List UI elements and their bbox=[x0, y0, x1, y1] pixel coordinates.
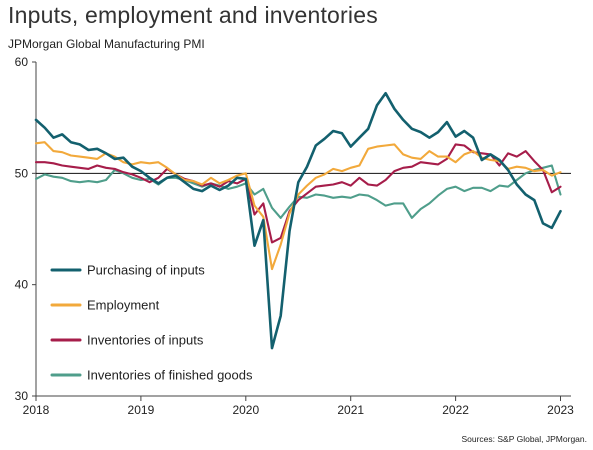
y-tick-label: 50 bbox=[15, 166, 29, 180]
x-tick-label: 2020 bbox=[232, 403, 259, 417]
x-tick-label: 2021 bbox=[337, 403, 364, 417]
series-line-employment bbox=[34, 141, 562, 271]
chart-title: Inputs, employment and inventories bbox=[8, 2, 378, 28]
y-tick-label: 60 bbox=[15, 55, 29, 69]
legend-label-purchasing-of-inputs: Purchasing of inputs bbox=[87, 263, 205, 278]
chart-series bbox=[34, 91, 562, 350]
x-tick-label: 2023 bbox=[547, 403, 574, 417]
legend-label-inventories-of-finished-goods: Inventories of finished goods bbox=[87, 368, 253, 383]
legend-label-inventories-of-inputs: Inventories of inputs bbox=[87, 333, 204, 348]
series-line-purchasing-of-inputs bbox=[34, 91, 562, 350]
legend-label-employment: Employment bbox=[87, 298, 160, 313]
chart-axes: 30 40 50 60 2018 2019 2020 2021 2022 2023 bbox=[15, 55, 575, 417]
chart-legend: Purchasing of inputs Employment Inventorie… bbox=[50, 263, 253, 383]
y-tick-label: 30 bbox=[15, 389, 29, 403]
chart-subtitle: JPMorgan Global Manufacturing PMI bbox=[8, 37, 205, 51]
x-tick-label: 2018 bbox=[23, 403, 50, 417]
y-tick-label: 40 bbox=[15, 278, 29, 292]
x-tick-label: 2022 bbox=[442, 403, 469, 417]
x-tick-label: 2019 bbox=[128, 403, 155, 417]
source-note: Sources: S&P Global, JPMorgan. bbox=[461, 434, 587, 444]
